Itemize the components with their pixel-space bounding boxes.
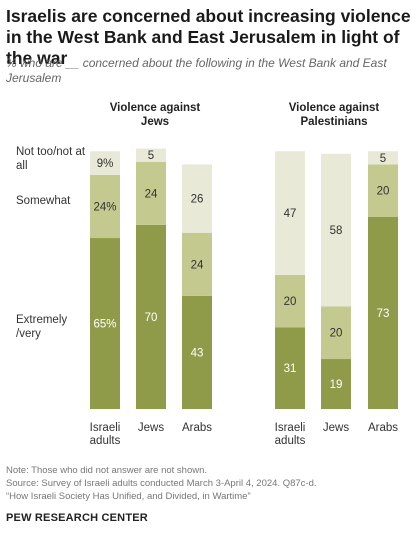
bar-segment-not_too bbox=[182, 164, 212, 233]
chart-subtitle: % who are __ concerned about the followi… bbox=[6, 56, 387, 85]
report-title-text: “How Israeli Society Has Unified, and Di… bbox=[6, 491, 251, 502]
category-label: Jews bbox=[323, 422, 349, 434]
note-text: Note: Those who did not answer are not s… bbox=[6, 465, 208, 476]
bar-value-label: 20 bbox=[330, 328, 343, 340]
stacked-bar-chart: 65% 24% 9% Israeli adults 70 24 5 Jews 43 24 26 Arab… bbox=[90, 148, 398, 447]
bar-value-label: 20 bbox=[284, 296, 297, 308]
source-text: Source: Survey of Israeli adults conduct… bbox=[6, 478, 317, 489]
bar-value-label: 24 bbox=[145, 188, 158, 200]
bar-value-label: 5 bbox=[148, 150, 154, 162]
bar-segment-not_too bbox=[275, 151, 305, 275]
category-label: Arabs bbox=[368, 422, 398, 434]
bar-value-label: 24 bbox=[191, 259, 204, 271]
category-label: Israeli adults bbox=[275, 422, 306, 447]
bar-value-label: 73 bbox=[377, 308, 390, 320]
group-title-palestinians: Violence against Palestinians bbox=[288, 102, 380, 128]
bar-value-label: 19 bbox=[330, 379, 343, 391]
bar-value-label: 70 bbox=[145, 312, 158, 324]
row-label-somewhat: Somewhat bbox=[16, 195, 71, 207]
bar-segment-somewhat bbox=[275, 274, 305, 328]
bar-segment-extremely bbox=[182, 295, 212, 409]
bar-value-label: 65% bbox=[93, 319, 116, 331]
bar-segment-somewhat bbox=[90, 174, 120, 239]
bar-value-label: 24% bbox=[93, 201, 116, 213]
bar-value-label: 47 bbox=[284, 208, 297, 220]
bar-segment-not_too bbox=[321, 153, 351, 307]
category-label: Arabs bbox=[182, 422, 212, 434]
bar-segment-extremely bbox=[90, 238, 120, 409]
bar-segment-somewhat bbox=[321, 306, 351, 360]
bar-segment-somewhat bbox=[136, 161, 166, 225]
category-label: Jews bbox=[138, 422, 164, 434]
category-label: Israeli adults bbox=[90, 422, 121, 447]
bar-segment-somewhat bbox=[368, 164, 398, 218]
bar-value-label: 58 bbox=[330, 225, 343, 237]
group-title-jews: Violence against Jews bbox=[109, 102, 201, 128]
bar-value-label: 20 bbox=[377, 186, 390, 198]
bar-segment-extremely bbox=[321, 359, 351, 409]
bar-value-label: 26 bbox=[191, 194, 204, 206]
bar-value-label: 9% bbox=[97, 158, 114, 170]
row-label-extremely: Extremely /very bbox=[16, 314, 68, 340]
bar-segment-extremely bbox=[136, 224, 166, 409]
bar-value-label: 43 bbox=[191, 347, 204, 359]
bar-segment-extremely bbox=[275, 327, 305, 409]
chart-title: Israelis are concerned about increasing … bbox=[6, 6, 411, 68]
row-label-not-too: Not too/not at all bbox=[16, 146, 86, 172]
bar-segment-not_too bbox=[368, 151, 398, 165]
bar-value-label: 31 bbox=[284, 363, 297, 375]
bar-segment-extremely bbox=[368, 217, 398, 409]
brand-logo-text: PEW RESEARCH CENTER bbox=[6, 512, 148, 524]
bar-value-label: 5 bbox=[380, 153, 386, 165]
bar-segment-not_too bbox=[90, 151, 120, 175]
bar-segment-somewhat bbox=[182, 232, 212, 296]
bar-segment-not_too bbox=[136, 148, 166, 162]
